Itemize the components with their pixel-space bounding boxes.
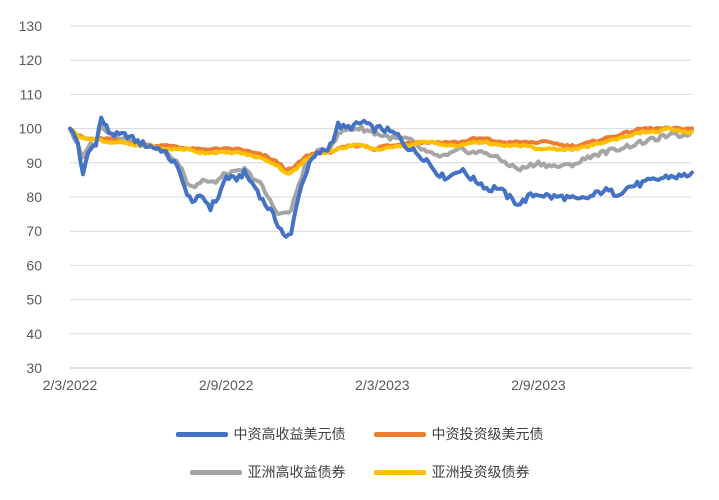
y-tick-label: 60 xyxy=(26,257,42,273)
x-tick-label: 2/3/2022 xyxy=(43,377,98,393)
y-tick-label: 70 xyxy=(26,223,42,239)
y-tick-label: 30 xyxy=(26,360,42,376)
legend-swatch xyxy=(175,431,228,437)
y-tick-label: 50 xyxy=(26,292,42,308)
y-tick-label: 120 xyxy=(19,52,43,68)
y-tick-label: 40 xyxy=(26,326,42,342)
legend-row-1: 中资高收益美元债 中资投资级美元债 xyxy=(0,424,719,444)
y-tick-label: 80 xyxy=(26,189,42,205)
legend-label: 亚洲投资级债券 xyxy=(431,465,530,481)
legend-swatch xyxy=(373,431,426,437)
legend-item: 亚洲高收益债券 xyxy=(189,462,346,482)
legend-label: 中资投资级美元债 xyxy=(431,427,544,443)
series-line xyxy=(68,122,694,217)
legend-row-2: 亚洲高收益债券 亚洲投资级债券 xyxy=(0,462,719,482)
legend-label: 亚洲高收益债券 xyxy=(247,465,346,481)
series-line xyxy=(68,125,694,176)
y-tick-label: 90 xyxy=(26,155,42,171)
legend-item: 中资投资级美元债 xyxy=(373,424,544,444)
series-line xyxy=(68,115,694,239)
y-tick-label: 100 xyxy=(19,121,43,137)
x-tick-label: 2/9/2022 xyxy=(199,377,254,393)
series-line xyxy=(68,125,694,173)
x-tick-label: 2/9/2023 xyxy=(511,377,566,393)
legend-swatch xyxy=(373,469,426,475)
y-tick-label: 110 xyxy=(20,86,43,102)
y-tick-label: 130 xyxy=(19,18,43,34)
x-tick-label: 2/3/2023 xyxy=(355,377,410,393)
legend-swatch xyxy=(189,469,242,475)
legend-item: 亚洲投资级债券 xyxy=(373,462,530,482)
legend-item: 中资高收益美元债 xyxy=(175,424,346,444)
legend-label: 中资高收益美元债 xyxy=(233,427,346,443)
